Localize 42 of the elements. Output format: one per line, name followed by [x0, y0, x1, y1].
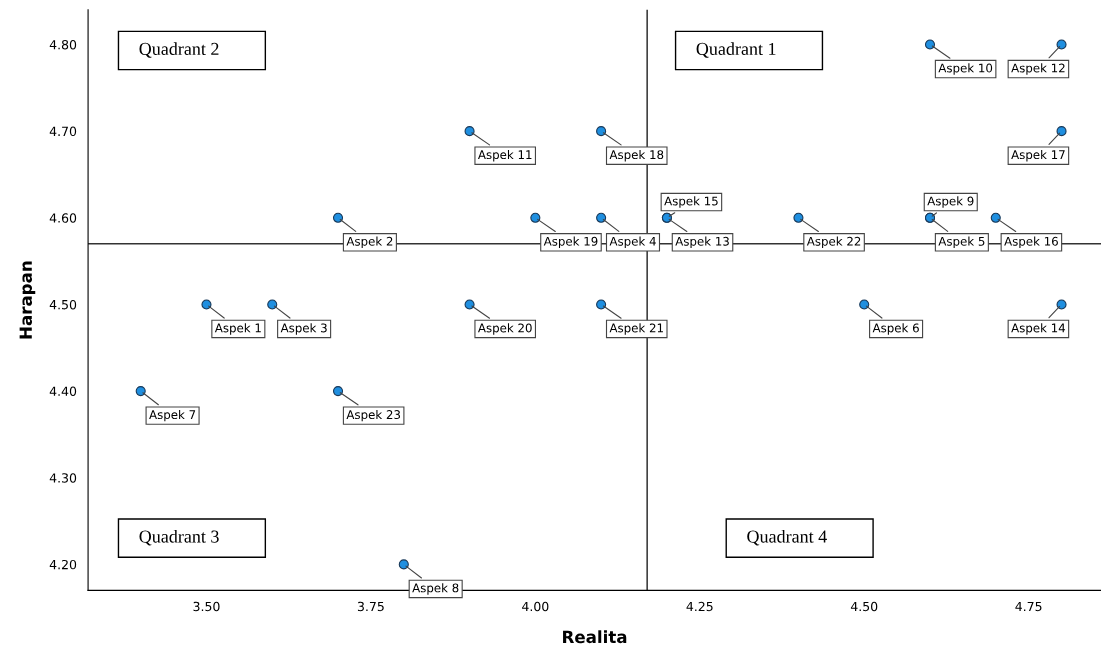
y-tick-label: 4.30 — [49, 473, 77, 483]
y-tick-label: 4.60 — [49, 213, 77, 223]
y-tick-label: 4.70 — [49, 126, 77, 137]
y-tick-label: 4.80 — [49, 39, 77, 50]
series-label: Aspek 20 — [477, 323, 532, 335]
x-tick-label: 4.00 — [522, 601, 549, 612]
series-label: Aspek 19 — [543, 236, 598, 249]
x-tick-label: 4.50 — [850, 601, 878, 612]
series-label: Aspek 9 — [927, 196, 974, 208]
annotation: Quadrant 3 — [139, 529, 219, 546]
series-label: Aspek 13 — [675, 236, 729, 249]
annotation: Quadrant 1 — [696, 42, 776, 58]
series-label: Aspek 14 — [1011, 323, 1066, 335]
y-tick-label: 4.50 — [49, 299, 77, 310]
series-label: Aspek 11 — [477, 149, 532, 162]
series-label: Aspek 10 — [938, 63, 993, 75]
series-label: Aspek 17 — [1011, 149, 1065, 162]
y-tick-label: 4.40 — [49, 386, 77, 397]
annotation: Quadrant 4 — [747, 529, 827, 546]
x-axis-title: Realita — [563, 630, 627, 644]
series-label: Aspek 8 — [412, 583, 459, 595]
series-label: Aspek 1 — [214, 323, 261, 335]
x-tick-label: 3.75 — [357, 601, 384, 612]
series-label: Aspek 15 — [664, 196, 718, 208]
series-label: Aspek 23 — [346, 409, 400, 422]
annotation: Quadrant 2 — [139, 42, 219, 58]
x-tick-label: 4.25 — [686, 601, 713, 612]
series-label: Aspek 4 — [609, 236, 656, 249]
series-label: Aspek 7 — [149, 409, 196, 422]
y-tick-label: 4.20 — [49, 559, 77, 570]
x-tick-label: 3.50 — [193, 601, 220, 612]
series-label: Aspek 16 — [1004, 236, 1058, 249]
series-label: Aspek 3 — [280, 323, 327, 335]
y-axis-title: Harapan — [19, 261, 36, 339]
series-label: Aspek 2 — [346, 236, 393, 249]
series-label: Aspek 5 — [938, 236, 985, 249]
series-label: Aspek 21 — [609, 323, 663, 335]
series-label: Aspek 18 — [609, 149, 664, 162]
series-label: Aspek 12 — [1011, 63, 1065, 75]
series-label: Aspek 22 — [806, 236, 861, 249]
x-tick-label: 4.75 — [1015, 601, 1042, 612]
series-label: Aspek 6 — [872, 323, 919, 335]
